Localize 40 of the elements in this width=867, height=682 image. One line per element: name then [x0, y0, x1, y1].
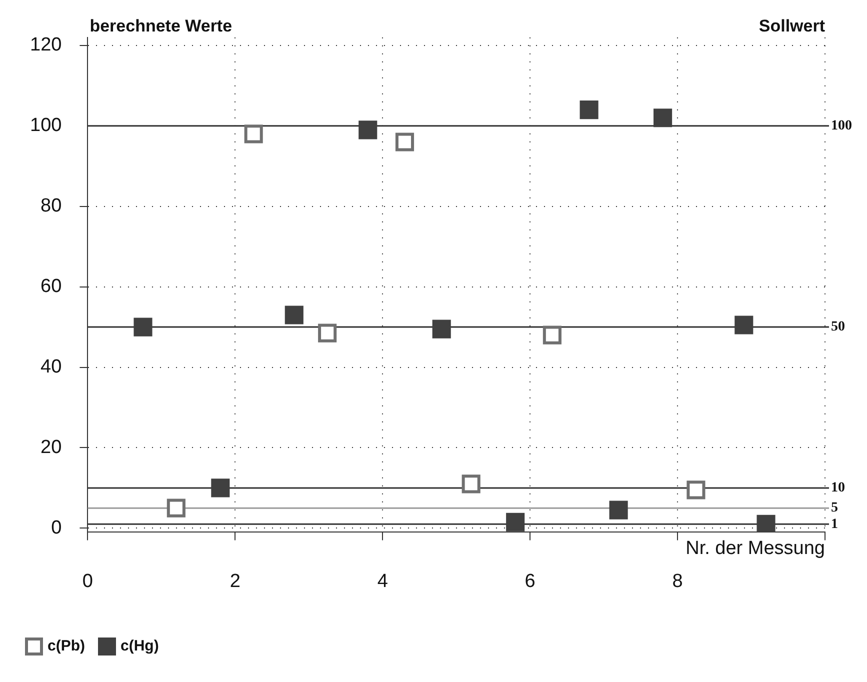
y2-axis-title: Sollwert [758, 16, 826, 36]
y-tick-label: 80 [40, 196, 62, 217]
legend-label: c(Hg) [120, 638, 159, 655]
ref-line-label: 100 [831, 118, 852, 134]
x-tick-label: 2 [230, 570, 240, 592]
point [318, 324, 337, 342]
point [462, 474, 480, 494]
ref-line-label: 1 [831, 516, 838, 532]
y-tick-label: 20 [40, 436, 62, 458]
point [395, 132, 414, 152]
point [166, 498, 186, 518]
y-tick-label: 120 [30, 34, 62, 56]
y-tick-label: 0 [51, 517, 62, 538]
point [211, 478, 230, 498]
point [609, 500, 628, 520]
x-tick-label: 8 [672, 570, 683, 592]
y-tick-label: 100 [30, 115, 62, 136]
y-tick-label: 60 [40, 276, 62, 298]
legend-label: c(Pb) [48, 638, 86, 655]
point [284, 306, 304, 324]
point [432, 320, 451, 338]
point [580, 100, 598, 120]
point [734, 316, 754, 334]
x-tick-label: 0 [82, 570, 93, 592]
x-axis-title: Nr. der Messung [686, 538, 825, 559]
point [506, 512, 525, 532]
point [244, 124, 263, 144]
y-axis-title: berechnete Werte [90, 16, 232, 36]
point [358, 120, 378, 140]
point [654, 108, 672, 128]
x-tick-label: 4 [377, 570, 388, 592]
ref-line-label: 5 [831, 500, 838, 516]
ref-line-label: 10 [831, 480, 845, 496]
y-tick-label: 40 [40, 356, 62, 378]
point [756, 514, 776, 532]
ref-line-label: 50 [831, 320, 845, 335]
point [542, 326, 562, 344]
x-tick-label: 6 [524, 570, 536, 592]
point [686, 480, 706, 500]
point [134, 318, 152, 336]
